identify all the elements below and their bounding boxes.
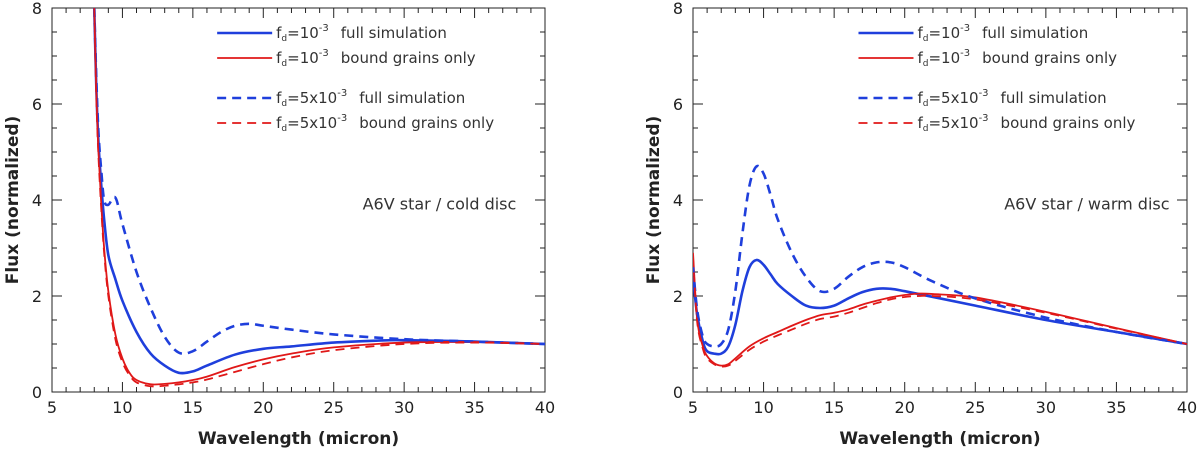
legend-coefficient: =10 xyxy=(287,24,319,42)
x-tick-label: 40 xyxy=(1177,398,1197,417)
legend-description: full simulation xyxy=(982,24,1088,42)
x-tick-label: 30 xyxy=(1036,398,1056,417)
legend-symbol: f xyxy=(276,24,282,42)
legend-coefficient: =10 xyxy=(928,24,960,42)
legend-coefficient: =5x10 xyxy=(287,89,337,107)
x-tick-label: 20 xyxy=(253,398,273,417)
panel-1: 5 10 15 20 25 30 35 40 0 2 4 6 8 Wavelength (micron) F… xyxy=(3,0,555,449)
legend-description: bound grains only xyxy=(341,49,476,67)
panel-1-curves xyxy=(92,8,545,388)
y-tick-label: 2 xyxy=(32,287,42,306)
legend-label-3: fd=5x10-3 full simulation xyxy=(917,88,1106,109)
legend-description: full simulation xyxy=(341,24,447,42)
y-tick-label: 6 xyxy=(32,95,42,114)
series-line-4 xyxy=(693,257,1187,368)
legend-subscript: d xyxy=(923,34,929,44)
y-tick-label: 0 xyxy=(32,383,42,402)
legend-label-4: fd=5x10-3 bound grains only xyxy=(917,113,1135,134)
x-tick-label: 30 xyxy=(394,398,414,417)
legend-subscript: d xyxy=(923,99,929,109)
legend-description: bound grains only xyxy=(982,49,1117,67)
legend-label-1: fd=10-3 full simulation xyxy=(917,23,1088,44)
y-tick-label: 8 xyxy=(673,0,683,18)
x-tick-label: 35 xyxy=(1106,398,1126,417)
y-axis-label: Flux (normalized) xyxy=(3,116,23,285)
x-tick-label: 10 xyxy=(753,398,773,417)
y-axis-label: Flux (normalized) xyxy=(644,116,664,285)
series-line-1 xyxy=(92,8,545,375)
series-line-1 xyxy=(693,258,1187,356)
x-axis-label: Wavelength (micron) xyxy=(198,429,399,449)
legend-description: bound grains only xyxy=(359,114,494,132)
legend-label-1: fd=10-3 full simulation xyxy=(276,23,447,44)
y-tick-label: 0 xyxy=(673,383,683,402)
x-tick-label: 25 xyxy=(965,398,985,417)
x-tick-label: 25 xyxy=(324,398,344,417)
series-line-3 xyxy=(92,8,545,356)
legend-exponent: -3 xyxy=(960,23,970,34)
legend-symbol: f xyxy=(276,114,282,132)
legend-subscript: d xyxy=(281,34,287,44)
x-tick-label: 15 xyxy=(824,398,844,417)
legend-description: full simulation xyxy=(359,89,465,107)
legend-label-2: fd=10-3 bound grains only xyxy=(917,48,1117,69)
series-line-3 xyxy=(693,164,1187,348)
legend-subscript: d xyxy=(923,124,929,134)
legend-symbol: f xyxy=(917,114,923,132)
legend-coefficient: =5x10 xyxy=(928,89,978,107)
legend-exponent: -3 xyxy=(979,88,989,99)
legend-symbol: f xyxy=(276,89,282,107)
legend-exponent: -3 xyxy=(337,113,347,124)
legend-symbol: f xyxy=(276,49,282,67)
x-axis-label: Wavelength (micron) xyxy=(839,429,1040,449)
x-tick-label: 15 xyxy=(183,398,203,417)
y-tick-label: 2 xyxy=(673,287,683,306)
x-tick-label: 20 xyxy=(895,398,915,417)
legend-exponent: -3 xyxy=(960,48,970,59)
legend-exponent: -3 xyxy=(319,48,329,59)
legend-subscript: d xyxy=(923,59,929,69)
legend-label-4: fd=5x10-3 bound grains only xyxy=(276,113,494,134)
legend-description: full simulation xyxy=(1001,89,1107,107)
legend-label-2: fd=10-3 bound grains only xyxy=(276,48,476,69)
legend-label-3: fd=5x10-3 full simulation xyxy=(276,88,465,109)
legend-coefficient: =5x10 xyxy=(928,114,978,132)
y-tick-label: 6 xyxy=(673,95,683,114)
legend-symbol: f xyxy=(917,24,923,42)
x-tick-label: 5 xyxy=(688,398,698,417)
y-tick-label: 4 xyxy=(673,191,683,210)
series-line-4 xyxy=(93,8,545,388)
panel-annotation: A6V star / cold disc xyxy=(363,195,517,214)
legend-symbol: f xyxy=(917,89,923,107)
panel-annotation: A6V star / warm disc xyxy=(1004,195,1169,214)
legend-exponent: -3 xyxy=(319,23,329,34)
legend-coefficient: =5x10 xyxy=(287,114,337,132)
legend-subscript: d xyxy=(281,124,287,134)
legend-coefficient: =10 xyxy=(928,49,960,67)
legend-description: bound grains only xyxy=(1001,114,1136,132)
legend-symbol: f xyxy=(917,49,923,67)
legend-subscript: d xyxy=(281,99,287,109)
panel-2: 5 10 15 20 25 30 35 40 0 2 4 6 8 Wavelength (micron) F… xyxy=(644,0,1197,449)
x-tick-label: 5 xyxy=(47,398,57,417)
x-tick-label: 10 xyxy=(112,398,132,417)
legend-coefficient: =10 xyxy=(287,49,319,67)
legend-exponent: -3 xyxy=(337,88,347,99)
y-tick-label: 4 xyxy=(32,191,42,210)
y-tick-label: 8 xyxy=(32,0,42,18)
panel-2-curves xyxy=(693,164,1187,368)
legend-subscript: d xyxy=(281,59,287,69)
x-tick-label: 35 xyxy=(464,398,484,417)
x-tick-label: 40 xyxy=(535,398,555,417)
legend-exponent: -3 xyxy=(979,113,989,124)
